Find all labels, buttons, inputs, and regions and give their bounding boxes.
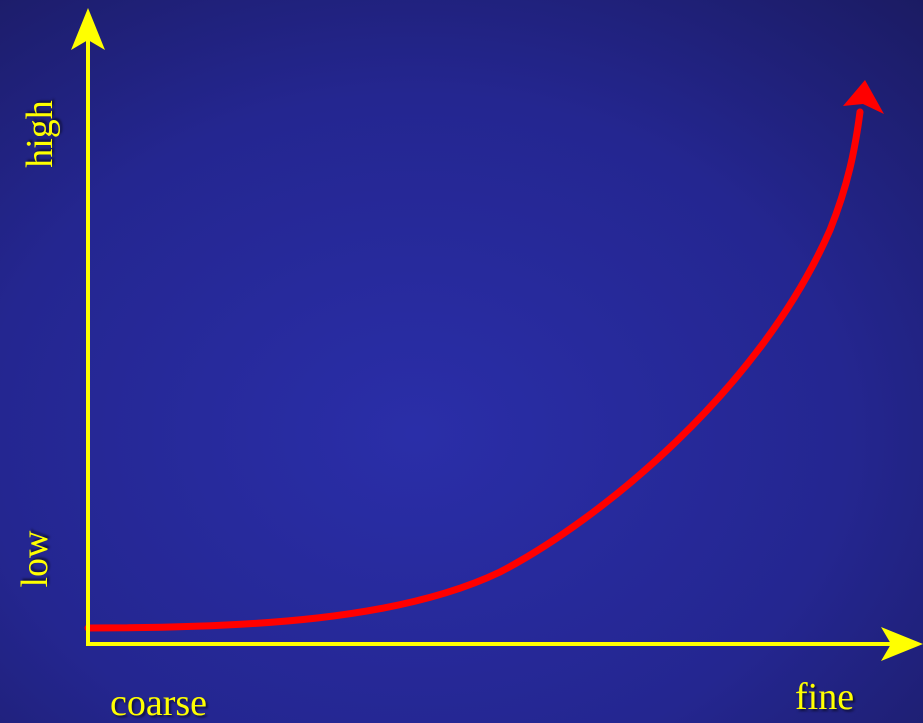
curve-arrowhead <box>843 80 884 114</box>
y-axis-arrowhead <box>71 8 105 50</box>
y-axis-low-label: low <box>14 530 56 588</box>
x-axis-coarse-label: coarse <box>110 682 208 723</box>
growth-curve <box>84 108 864 632</box>
y-axis-high-label: high <box>19 100 61 168</box>
x-axis-arrowhead <box>881 627 923 661</box>
x-axis-fine-label: fine <box>795 676 855 718</box>
